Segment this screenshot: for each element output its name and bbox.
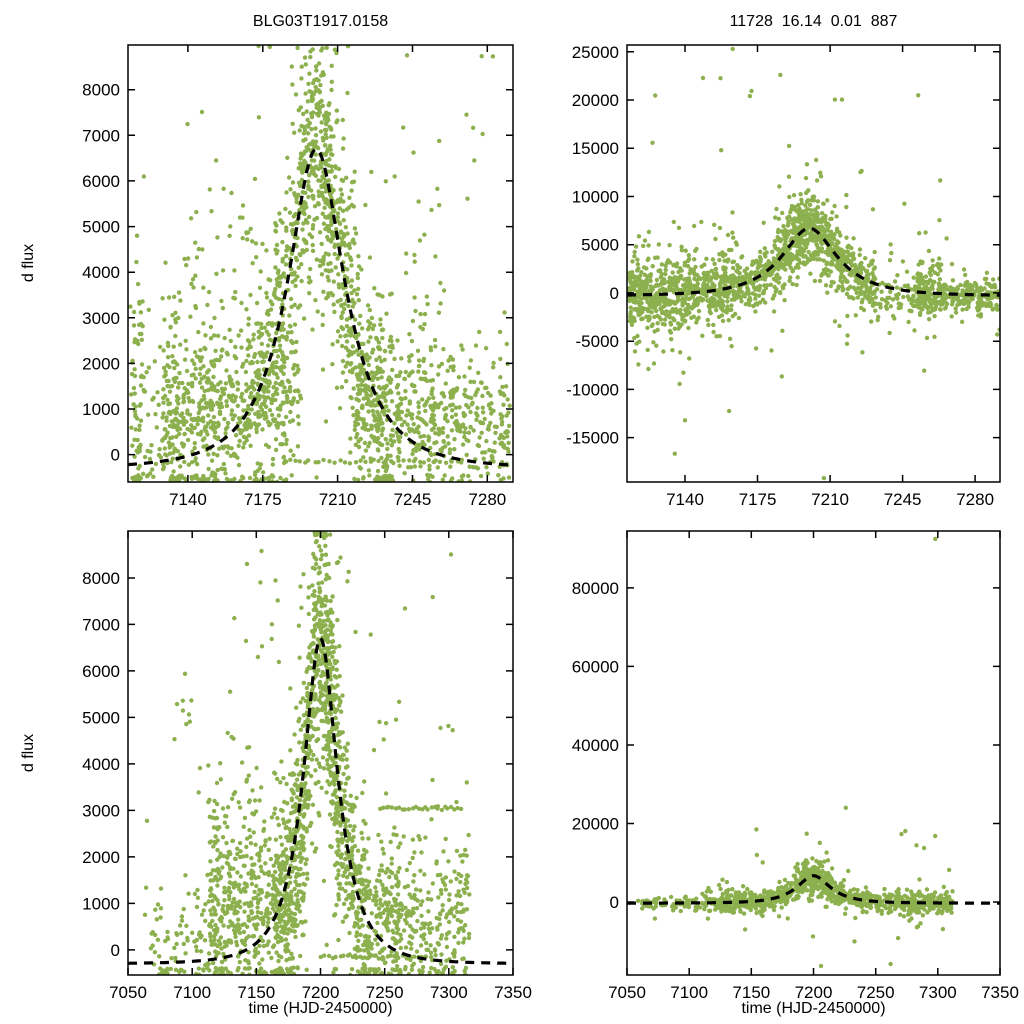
svg-text:1000: 1000 [82, 400, 120, 419]
svg-text:7000: 7000 [82, 615, 120, 634]
svg-text:40000: 40000 [572, 736, 619, 755]
svg-text:3000: 3000 [82, 801, 120, 820]
svg-text:5000: 5000 [82, 708, 120, 727]
svg-text:7050: 7050 [109, 983, 147, 1002]
svg-text:-10000: -10000 [566, 380, 619, 399]
svg-text:3000: 3000 [82, 309, 120, 328]
svg-text:7150: 7150 [732, 983, 770, 1002]
svg-text:5000: 5000 [82, 218, 120, 237]
svg-text:60000: 60000 [572, 657, 619, 676]
svg-text:-5000: -5000 [576, 332, 619, 351]
svg-text:7280: 7280 [956, 490, 994, 509]
svg-text:7050: 7050 [608, 983, 646, 1002]
panel-title-top-left: BLG03T1917.0158 [252, 13, 389, 30]
svg-text:0: 0 [111, 446, 120, 465]
svg-text:7210: 7210 [811, 490, 849, 509]
svg-text:7245: 7245 [394, 490, 432, 509]
svg-text:7350: 7350 [494, 983, 532, 1002]
svg-text:8000: 8000 [82, 81, 120, 100]
svg-text:10000: 10000 [572, 187, 619, 206]
svg-text:6000: 6000 [82, 172, 120, 191]
svg-text:7175: 7175 [739, 490, 777, 509]
svg-text:7100: 7100 [173, 983, 211, 1002]
svg-text:2000: 2000 [82, 354, 120, 373]
svg-text:7245: 7245 [884, 490, 922, 509]
svg-text:1000: 1000 [82, 894, 120, 913]
svg-text:15000: 15000 [572, 139, 619, 158]
panel-title-top-right: 11728 16.14 0.01 887 [729, 13, 898, 30]
svg-text:7250: 7250 [857, 983, 895, 1002]
svg-text:20000: 20000 [572, 814, 619, 833]
svg-text:7000: 7000 [82, 126, 120, 145]
svg-text:7140: 7140 [169, 490, 207, 509]
svg-text:0: 0 [111, 941, 120, 960]
svg-text:80000: 80000 [572, 579, 619, 598]
svg-text:7100: 7100 [670, 983, 708, 1002]
svg-text:7150: 7150 [237, 983, 275, 1002]
svg-text:7200: 7200 [795, 983, 833, 1002]
svg-text:0: 0 [610, 893, 619, 912]
svg-text:4000: 4000 [82, 755, 120, 774]
svg-text:-15000: -15000 [566, 429, 619, 448]
x-axis-label-bottom-left: time (HJD-2450000) [248, 1000, 393, 1017]
svg-text:7250: 7250 [366, 983, 404, 1002]
svg-text:7175: 7175 [244, 490, 282, 509]
svg-text:0: 0 [610, 284, 619, 303]
svg-text:25000: 25000 [572, 43, 619, 62]
svg-text:2000: 2000 [82, 848, 120, 867]
svg-text:7210: 7210 [319, 490, 357, 509]
svg-text:20000: 20000 [572, 91, 619, 110]
svg-text:7140: 7140 [666, 490, 704, 509]
svg-text:5000: 5000 [581, 236, 619, 255]
svg-text:4000: 4000 [82, 263, 120, 282]
svg-text:6000: 6000 [82, 662, 120, 681]
y-axis-label-top: d flux [20, 243, 37, 283]
svg-text:7350: 7350 [981, 983, 1019, 1002]
x-axis-label-bottom-right: time (HJD-2450000) [741, 1000, 886, 1017]
svg-text:7300: 7300 [430, 983, 468, 1002]
svg-text:7200: 7200 [302, 983, 340, 1002]
svg-text:8000: 8000 [82, 569, 120, 588]
svg-text:7280: 7280 [468, 490, 506, 509]
svg-text:7300: 7300 [919, 983, 957, 1002]
y-axis-label-bottom: d flux [20, 733, 37, 773]
